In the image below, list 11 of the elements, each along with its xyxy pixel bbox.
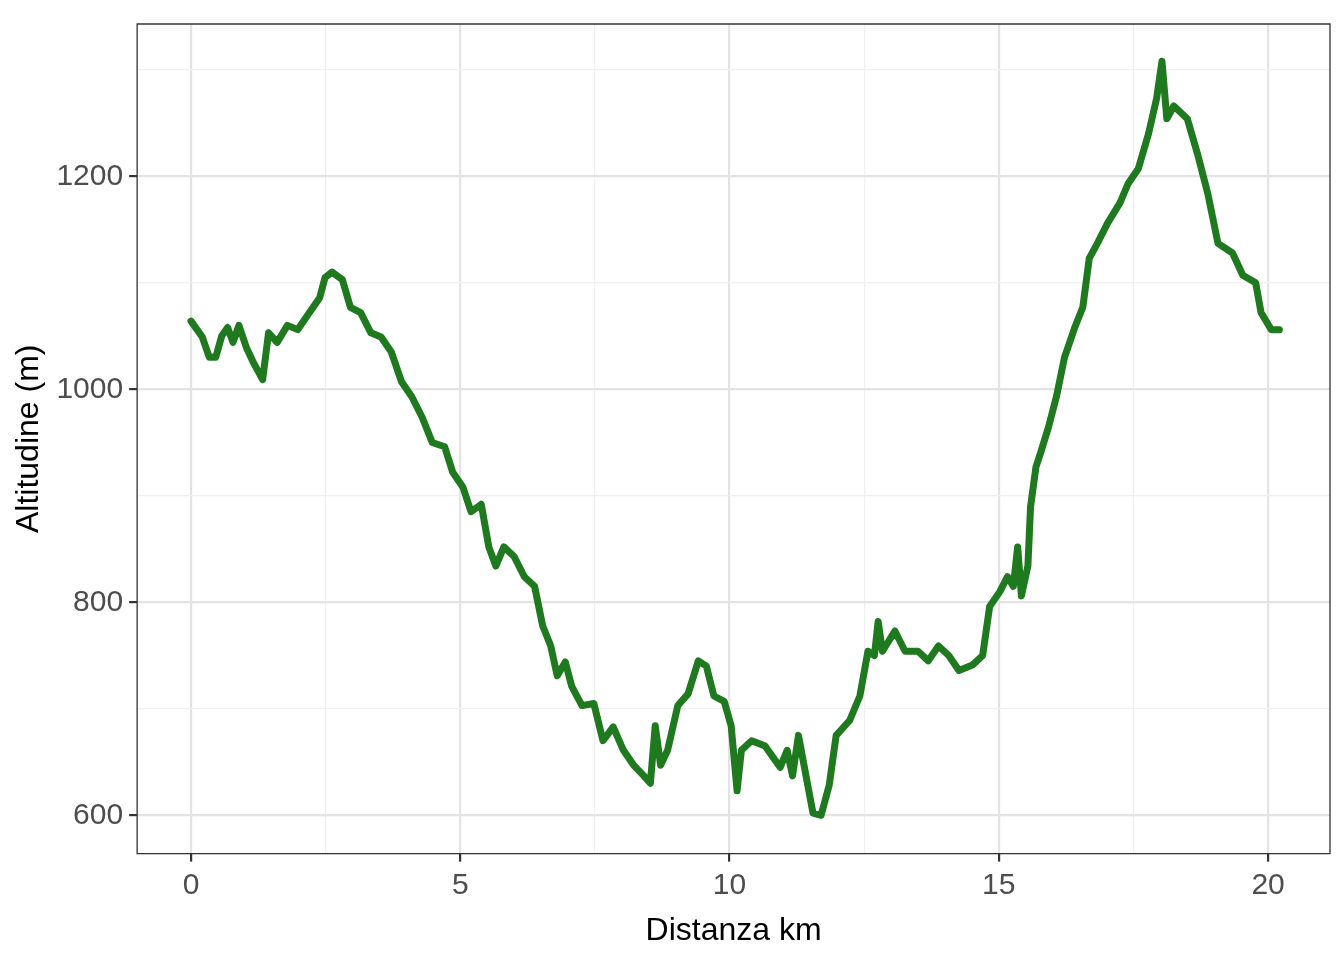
x-tick-label: 5 bbox=[451, 866, 469, 900]
y-tick-label: 600 bbox=[73, 796, 124, 830]
y-tick-label: 800 bbox=[73, 583, 124, 617]
x-tick-label: 15 bbox=[982, 866, 1016, 900]
x-tick-label: 0 bbox=[182, 866, 200, 900]
y-tick-label: 1000 bbox=[56, 370, 124, 404]
x-axis-title: Distanza km bbox=[645, 910, 822, 947]
y-tick-label: 1200 bbox=[56, 157, 124, 191]
x-tick-label: 10 bbox=[712, 866, 747, 900]
x-tick-label: 20 bbox=[1251, 866, 1285, 900]
y-axis-title: Altitudine (m) bbox=[9, 344, 46, 534]
